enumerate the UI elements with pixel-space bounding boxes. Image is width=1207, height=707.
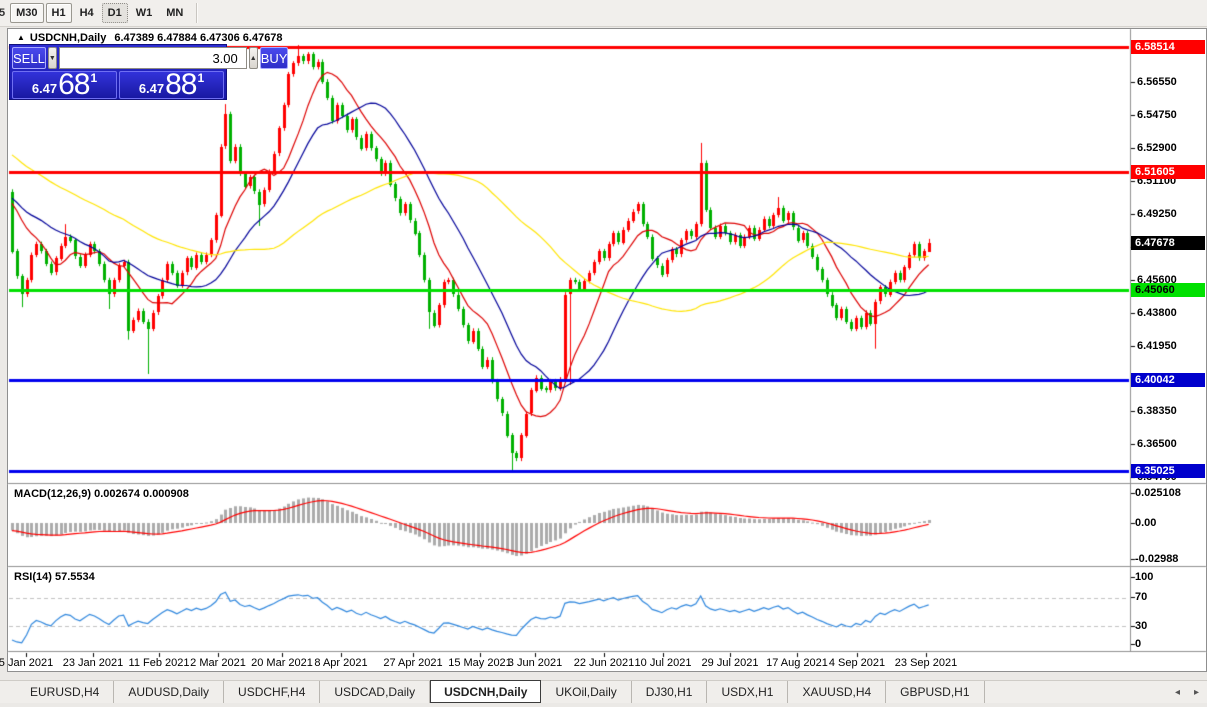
date-axis-label: 4 Sep 2021 — [828, 657, 886, 669]
timeframe-button-h4[interactable]: H4 — [79, 7, 94, 19]
buy-price[interactable]: 6.47 88 1 — [119, 68, 224, 101]
tab-audusd-daily[interactable]: AUDUSD,Daily — [114, 681, 225, 703]
indicator-axis-label: -0.02988 — [1135, 553, 1179, 565]
tab-usdcad-daily[interactable]: USDCAD,Daily — [320, 681, 431, 703]
buy-price-big: 88 — [165, 68, 197, 101]
indicator-axis-label: 70 — [1135, 591, 1148, 603]
price-axis-tick: 6.54750 — [1137, 109, 1177, 121]
tab-scroll-arrows: ◂ ▸ — [1175, 681, 1199, 703]
price-level-badge: 6.35025 — [1131, 464, 1205, 478]
sell-price-sup: 1 — [90, 71, 98, 85]
date-axis-label: 29 Jul 2021 — [701, 657, 759, 669]
indicator-axis-label: 100 — [1135, 571, 1154, 583]
date-axis-label: 15 May 2021 — [448, 657, 512, 669]
date-axis-label: 3 Jun 2021 — [507, 657, 563, 669]
timeframe-button-d1[interactable]: D1 — [101, 3, 128, 23]
lot-size-input[interactable] — [58, 47, 247, 69]
indicator-axis-label: 0.00 — [1135, 517, 1157, 529]
buy-button[interactable]: BUY — [259, 47, 289, 69]
timeframe-toolbar: 5 M30 H1 H4 D1 W1 MN — [0, 0, 1207, 27]
macd-label: MACD(12,26,9) 0.002674 0.000908 — [14, 488, 189, 500]
sell-price-big: 68 — [58, 68, 90, 101]
date-axis-label: 23 Sep 2021 — [894, 657, 958, 669]
indicator-axis-label: 0.025108 — [1135, 487, 1181, 499]
chart-tab-bar: EURUSD,H4 AUDUSD,Daily USDCHF,H4 USDCAD,Dai… — [0, 680, 1207, 703]
date-axis-label: 23 Jan 2021 — [62, 657, 124, 669]
price-level-badge: 6.40042 — [1131, 373, 1205, 387]
date-axis-label: 17 Aug 2021 — [766, 657, 828, 669]
lot-increase-button[interactable]: ▲ — [248, 47, 258, 69]
price-axis-tick: 6.43800 — [1137, 307, 1177, 319]
ohlc-values: 6.47389 6.47884 6.47306 6.47678 — [114, 32, 283, 44]
date-axis-label: 22 Jun 2021 — [573, 657, 635, 669]
trade-prices-row: 6.47 68 1 6.47 88 1 — [12, 68, 224, 101]
price-axis-tick: 6.36500 — [1137, 438, 1177, 450]
date-axis-label: 2 Mar 2021 — [190, 657, 246, 669]
buy-price-sup: 1 — [197, 71, 205, 85]
sell-price[interactable]: 6.47 68 1 — [12, 68, 117, 101]
indicator-axis-label: 30 — [1135, 620, 1148, 632]
lot-decrease-button[interactable]: ▼ — [47, 47, 57, 69]
symbol-label: USDCNH,Daily — [29, 32, 107, 44]
date-axis-label: 27 Apr 2021 — [383, 657, 443, 669]
chevron-up-icon: ▲ — [249, 54, 257, 62]
sell-price-prefix: 6.47 — [31, 81, 58, 96]
tab-xauusd-h4[interactable]: XAUUSD,H4 — [788, 681, 887, 703]
timeframe-buttons: 5 M30 H1 H4 D1 W1 MN — [0, 3, 190, 23]
tab-usdcnh-daily[interactable]: USDCNH,Daily — [430, 680, 542, 703]
date-axis-label: 5 Jan 2021 — [0, 657, 54, 669]
timeframe-button-w1[interactable]: W1 — [135, 7, 153, 19]
timeframe-button-mn[interactable]: MN — [166, 7, 184, 19]
toolbar-separator — [196, 3, 199, 23]
tab-usdchf-h4[interactable]: USDCHF,H4 — [224, 681, 321, 703]
tab-dj30-h1[interactable]: DJ30,H1 — [632, 681, 708, 703]
buy-price-prefix: 6.47 — [138, 81, 165, 96]
tab-ukoil-daily[interactable]: UKOil,Daily — [541, 681, 632, 703]
price-level-badge: 6.58514 — [1131, 40, 1205, 54]
tab-usdx-h1[interactable]: USDX,H1 — [707, 681, 789, 703]
sell-button[interactable]: SELL — [12, 47, 46, 69]
date-axis-label: 8 Apr 2021 — [314, 657, 368, 669]
price-axis-tick: 6.38350 — [1137, 405, 1177, 417]
timeframe-button-5[interactable]: 5 — [0, 7, 6, 19]
price-axis-tick: 6.52900 — [1137, 142, 1177, 154]
date-axis-label: 10 Jul 2021 — [634, 657, 692, 669]
rsi-label: RSI(14) 57.5534 — [14, 571, 95, 583]
price-level-badge: 6.45060 — [1131, 283, 1205, 297]
price-axis-tick: 6.41950 — [1137, 340, 1177, 352]
price-axis-tick: 6.56550 — [1137, 76, 1177, 88]
timeframe-button-h1[interactable]: H1 — [45, 3, 72, 23]
tab-gbpusd-h1[interactable]: GBPUSD,H1 — [886, 681, 985, 703]
tab-scroll-right-icon[interactable]: ▸ — [1193, 686, 1199, 698]
price-level-badge: 6.47678 — [1131, 236, 1205, 250]
date-axis-label: 11 Feb 2021 — [128, 657, 190, 669]
collapse-icon[interactable]: ▲ — [17, 33, 25, 42]
one-click-trading-panel: SELL ▼ ▲ BUY 6.47 68 1 6.47 88 1 — [9, 44, 289, 101]
tab-scroll-left-icon[interactable]: ◂ — [1174, 686, 1180, 698]
chart-title: ▲ USDCNH,Daily 6.47389 6.47884 6.47306 6.4… — [17, 32, 283, 44]
trade-controls-row: SELL ▼ ▲ BUY — [12, 47, 289, 69]
date-axis-label: 20 Mar 2021 — [251, 657, 313, 669]
indicator-axis-label: 0 — [1135, 638, 1142, 650]
timeframe-button-m30[interactable]: M30 — [10, 3, 44, 23]
chevron-down-icon: ▼ — [48, 54, 56, 62]
chart-tabs: EURUSD,H4 AUDUSD,Daily USDCHF,H4 USDCAD,Dai… — [0, 680, 985, 703]
price-axis-tick: 6.49250 — [1137, 208, 1177, 220]
tab-eurusd-h4[interactable]: EURUSD,H4 — [16, 681, 115, 703]
price-level-badge: 6.51605 — [1131, 165, 1205, 179]
